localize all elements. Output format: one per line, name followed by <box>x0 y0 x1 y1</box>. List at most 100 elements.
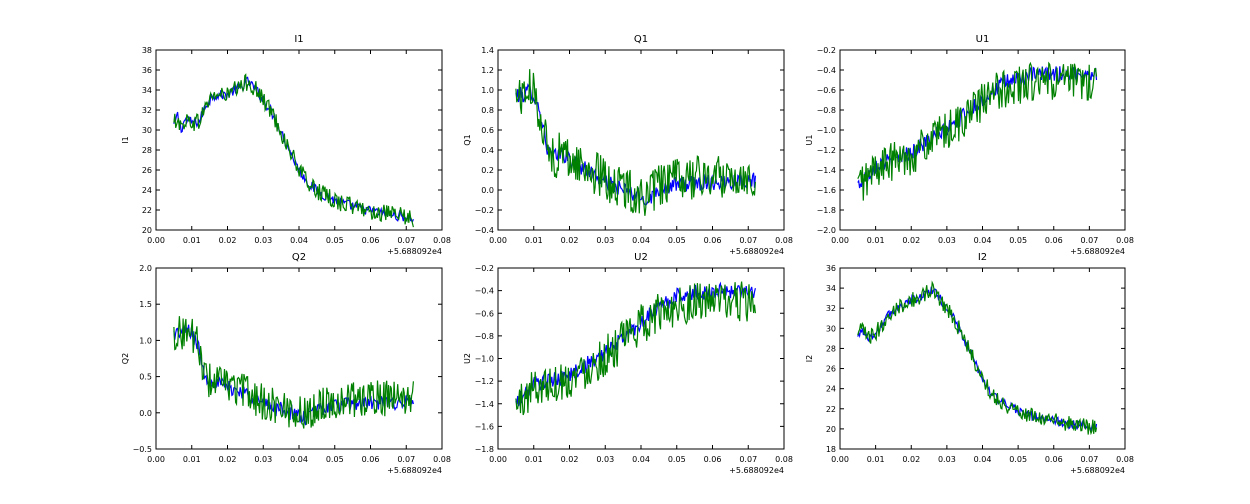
y-tick-label: −1.6 <box>475 422 494 431</box>
y-tick-label: 0.6 <box>481 126 494 135</box>
y-axis-label: I2 <box>805 355 814 362</box>
y-tick-label: −0.4 <box>475 287 494 296</box>
x-tick-label: 0.01 <box>867 236 885 245</box>
x-offset-label: +5.688092e4 <box>1070 247 1125 256</box>
x-tick-label: 0.03 <box>938 236 956 245</box>
series-line-blue <box>515 82 756 207</box>
y-tick-label: 34 <box>826 284 836 293</box>
x-tick-label: 0.04 <box>632 236 650 245</box>
y-tick-label: 0.8 <box>481 106 494 115</box>
y-tick-label: 30 <box>142 126 152 135</box>
x-tick-label: 0.00 <box>489 455 507 464</box>
y-tick-label: 1.0 <box>481 86 494 95</box>
y-tick-label: −1.6 <box>817 186 836 195</box>
x-tick-label: 0.03 <box>254 236 272 245</box>
series-line-blue <box>857 66 1098 189</box>
y-tick-label: −2.0 <box>817 226 836 235</box>
x-tick-label: 0.07 <box>739 455 757 464</box>
x-tick-label: 0.08 <box>775 236 793 245</box>
y-tick-label: 26 <box>142 166 152 175</box>
y-tick-label: 32 <box>826 304 836 313</box>
y-tick-label: 38 <box>142 46 152 55</box>
y-tick-label: −0.4 <box>475 226 494 235</box>
y-tick-label: 20 <box>826 425 836 434</box>
y-tick-label: 0.4 <box>481 146 494 155</box>
x-tick-label: 0.03 <box>254 455 272 464</box>
y-tick-label: 20 <box>142 226 152 235</box>
y-tick-label: −0.6 <box>475 309 494 318</box>
x-tick-label: 0.08 <box>1116 236 1134 245</box>
y-tick-label: 32 <box>142 106 152 115</box>
x-tick-label: 0.05 <box>1009 455 1027 464</box>
x-tick-label: 0.06 <box>1045 455 1063 464</box>
series-line-green <box>515 69 756 216</box>
x-tick-label: 0.05 <box>1009 236 1027 245</box>
panel-q1: 0.00 0.01 0.02 0.03 0.04 0.05 0.06 0.07 0.08 −0.4… <box>463 34 793 256</box>
y-axis-label: U2 <box>463 353 472 364</box>
y-tick-label: 1.0 <box>139 336 152 345</box>
x-tick-label: 0.03 <box>596 455 614 464</box>
panel-u2: 0.00 0.01 0.02 0.03 0.04 0.05 0.06 0.07 0.08 −1.8… <box>463 252 793 475</box>
x-tick-label: 0.00 <box>831 236 849 245</box>
x-tick-label: 0.06 <box>362 236 380 245</box>
panel-q2: 0.00 0.01 0.02 0.03 0.04 0.05 0.06 0.07 0.08 −0.5… <box>121 252 451 475</box>
y-tick-label: 22 <box>826 405 836 414</box>
x-tick-label: 0.08 <box>1116 455 1134 464</box>
x-tick-label: 0.02 <box>561 455 579 464</box>
y-tick-label: −0.2 <box>817 46 836 55</box>
chart-title: I1 <box>294 34 303 45</box>
chart-title: U2 <box>634 252 648 263</box>
y-tick-label: −1.2 <box>475 377 494 386</box>
x-tick-label: 0.03 <box>596 236 614 245</box>
x-tick-label: 0.02 <box>902 455 920 464</box>
x-offset-label: +5.688092e4 <box>729 247 784 256</box>
y-tick-label: 30 <box>826 324 836 333</box>
x-tick-label: 0.01 <box>525 236 543 245</box>
series-line-green <box>857 280 1098 436</box>
x-tick-label: 0.04 <box>632 455 650 464</box>
y-tick-label: −1.0 <box>817 126 836 135</box>
y-tick-label: 18 <box>826 445 836 454</box>
x-tick-label: 0.01 <box>867 455 885 464</box>
y-tick-label: −0.4 <box>817 66 836 75</box>
x-offset-label: +5.688092e4 <box>1070 466 1125 475</box>
panel-i2: 0.00 0.01 0.02 0.03 0.04 0.05 0.06 0.07 0.08 18 20… <box>805 252 1134 475</box>
x-tick-label: 0.07 <box>397 236 415 245</box>
x-tick-label: 0.02 <box>561 236 579 245</box>
chart-title: Q1 <box>634 34 648 45</box>
y-tick-label: −0.2 <box>475 206 494 215</box>
x-tick-label: 0.01 <box>525 455 543 464</box>
x-tick-label: 0.07 <box>1080 455 1098 464</box>
y-tick-label: −0.8 <box>475 332 494 341</box>
x-tick-label: 0.00 <box>147 236 165 245</box>
x-tick-label: 0.06 <box>704 236 722 245</box>
x-tick-label: 0.04 <box>974 236 992 245</box>
series-line-green <box>857 61 1098 201</box>
x-offset-label: +5.688092e4 <box>387 247 442 256</box>
chart-title: U1 <box>976 34 990 45</box>
x-tick-label: 0.06 <box>1045 236 1063 245</box>
y-tick-label: −0.8 <box>817 106 836 115</box>
chart-title: Q2 <box>292 252 306 263</box>
y-tick-label: 0.0 <box>139 409 152 418</box>
x-tick-label: 0.05 <box>668 236 686 245</box>
y-tick-label: 26 <box>826 365 836 374</box>
axes-frame <box>155 49 443 231</box>
x-tick-label: 0.03 <box>938 455 956 464</box>
x-offset-label: +5.688092e4 <box>387 466 442 475</box>
x-tick-label: 0.00 <box>147 455 165 464</box>
y-axis-label: I1 <box>121 136 130 143</box>
y-tick-label: −0.2 <box>475 264 494 273</box>
x-offset-label: +5.688092e4 <box>729 466 784 475</box>
x-tick-label: 0.07 <box>739 236 757 245</box>
panel-u1: 0.00 0.01 0.02 0.03 0.04 0.05 0.06 0.07 0.08 −2.0… <box>805 34 1134 256</box>
x-tick-label: 0.01 <box>183 236 201 245</box>
x-tick-label: 0.08 <box>775 455 793 464</box>
axes-frame <box>497 49 785 231</box>
y-tick-label: −1.8 <box>475 445 494 454</box>
y-tick-label: 0.2 <box>481 166 494 175</box>
y-tick-label: −0.5 <box>133 445 152 454</box>
x-tick-label: 0.04 <box>974 455 992 464</box>
